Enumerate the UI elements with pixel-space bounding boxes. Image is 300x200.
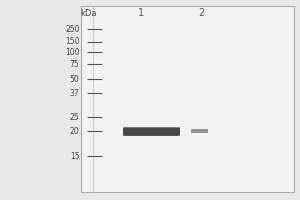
- Text: 150: 150: [65, 38, 80, 46]
- Text: 2: 2: [198, 8, 204, 18]
- Text: 250: 250: [65, 24, 80, 33]
- FancyBboxPatch shape: [81, 6, 294, 192]
- Text: 20: 20: [70, 127, 80, 136]
- Text: 15: 15: [70, 152, 80, 161]
- FancyBboxPatch shape: [123, 127, 180, 136]
- Text: 1: 1: [138, 8, 144, 18]
- FancyBboxPatch shape: [190, 129, 208, 133]
- Text: 50: 50: [70, 74, 80, 84]
- Text: 37: 37: [70, 88, 80, 98]
- Text: kDa: kDa: [80, 8, 97, 18]
- Text: 75: 75: [70, 60, 80, 69]
- Text: 25: 25: [70, 112, 80, 121]
- Text: 100: 100: [65, 48, 80, 57]
